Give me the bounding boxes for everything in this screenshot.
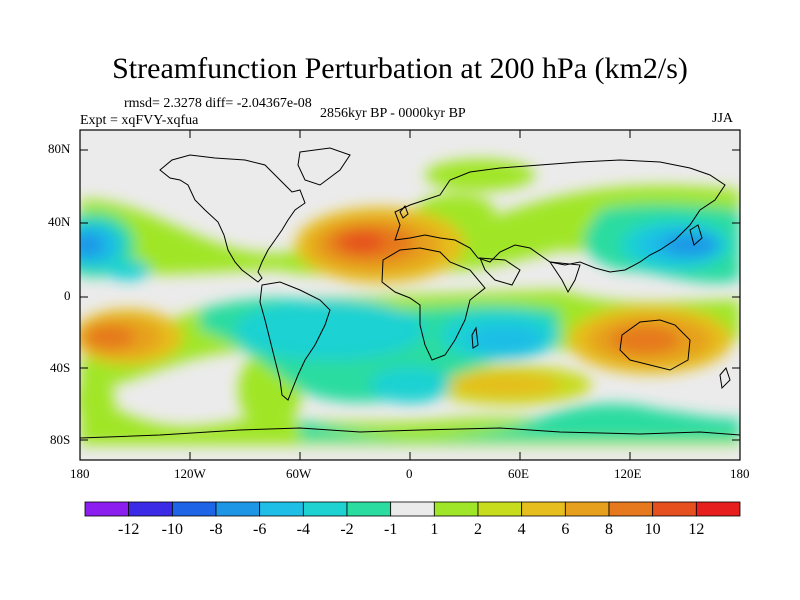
colorbar-label: -4 [297,521,310,538]
lat-label-40s: 40S [50,360,71,375]
lon-label-60e: 60E [508,466,529,481]
north-america-coast [159,154,306,283]
lon-ticks [79,130,741,460]
colorbar-swatch [652,501,697,517]
japan-coast [689,224,703,246]
lat-ticks [80,149,740,441]
colorbar-swatch [433,501,479,517]
lon-label-120w: 120W [174,466,206,481]
colorbar-swatch [695,501,741,517]
colorbar-swatch [215,501,261,517]
lat-label-40n: 40N [48,214,71,229]
lon-label-180w: 180 [70,466,90,481]
lat-label-80s: 80S [50,432,71,447]
colorbar: -12 -10 -8 -6 -4 -2 -1 1 2 4 6 8 10 12 [84,501,741,538]
south-america-coast [259,281,331,401]
colorbar-swatch [171,501,217,517]
colorbar-label: 4 [518,521,526,538]
lon-label-0: 0 [406,466,413,481]
colorbar-label: -8 [209,521,222,538]
colorbar-label: -1 [384,521,397,538]
colorbar-label: 8 [605,521,613,538]
lat-label-0: 0 [64,288,71,303]
colorbar-swatch [477,501,523,517]
australia-coast [619,319,691,371]
colorbar-label: 1 [430,521,438,538]
india-coast [548,261,581,294]
madagascar-coast [471,326,479,349]
colorbar-label: 6 [561,521,569,538]
lon-label-120e: 120E [614,466,642,481]
contour-fill [80,159,740,445]
colorbar-label: 2 [474,521,482,538]
colorbar-swatch [564,501,610,517]
africa-coast [381,247,486,361]
arabia-coast [479,257,521,286]
colorbar-label: 10 [645,521,661,538]
eurasia-coast [394,159,726,273]
colorbar-swatch [302,501,348,517]
experiment-label: Expt = xqFVY-xqfua [80,113,199,128]
plot-title: Streamfunction Perturbation at 200 hPa (… [112,52,688,85]
lon-label-60w: 60W [286,466,312,481]
antarctica-coast [80,427,740,439]
season-label: JJA [712,111,734,126]
colorbar-label: 12 [688,521,704,538]
colorbar-swatch [259,501,304,517]
lat-label-80n: 80N [48,141,71,156]
greenland-coast [297,147,351,186]
colorbar-label: -2 [340,521,353,538]
new-zealand-coast [719,367,731,390]
colorbar-label: -6 [253,521,266,538]
colorbar-swatch [390,501,435,517]
colorbar-swatch [128,501,173,517]
coastlines [80,147,740,439]
british-isles-coast [399,205,409,219]
colorbar-label: -12 [118,521,139,538]
colorbar-swatch [346,501,392,517]
lon-label-180e: 180 [730,466,750,481]
colorbar-swatch [608,501,654,517]
rmsd-stats: rmsd= 2.3278 diff= -2.04367e-08 [124,96,312,111]
colorbar-swatch [521,501,566,517]
colorbar-label: -10 [162,521,183,538]
time-period-label: 2856kyr BP - 0000kyr BP [320,106,466,121]
colorbar-swatch [84,501,130,517]
